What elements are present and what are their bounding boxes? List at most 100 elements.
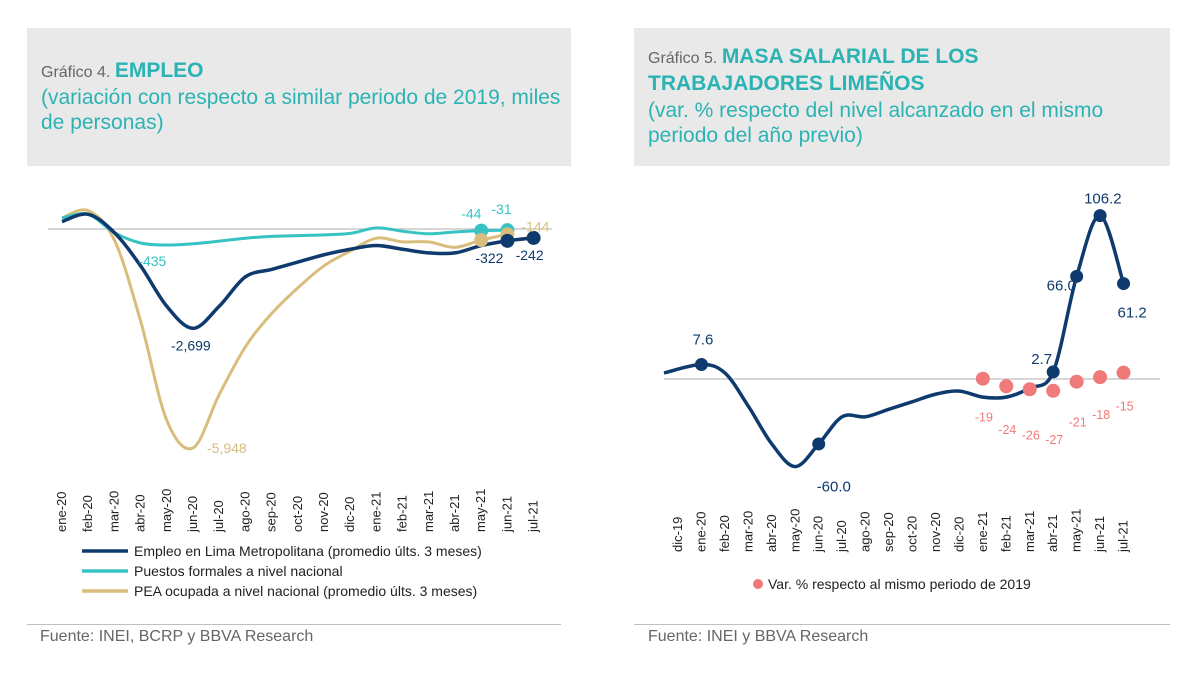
empleo-xtick-dic-20: dic-20 [342,497,357,532]
chart-left-subtitle: (variación con respecto a similar period… [41,86,561,134]
masa-label-3: 66.0 [1047,277,1076,294]
masa-label-9: -27 [1045,433,1063,447]
empleo-legend-label-0: Empleo en Lima Metropolitana (promedio ú… [134,543,482,559]
masa-label-12: -15 [1116,400,1134,414]
empleo-label-4: -31 [491,201,511,217]
source-divider-right [634,624,1170,625]
masa-xtick-sep-20: sep-20 [881,512,896,552]
masa-legend-swatch [753,579,763,589]
masa-xtick-ene-21: ene-21 [975,512,990,552]
source-divider-left [27,624,561,625]
empleo-xtick-jun-21: jun-21 [499,496,514,533]
masa-xtick-nov-20: nov-20 [928,512,943,552]
chart-left-title: EMPLEO [114,59,204,82]
masa-xtick-mar-20: mar-20 [740,511,755,552]
chart-right-header: Gráfico 5. MASA SALARIAL DE LOS TRABAJAD… [634,28,1170,166]
masa-marker-abr-21 [1046,365,1060,379]
masa-xtick-ene-20: ene-20 [693,512,708,552]
masa-xtick-may-20: may-20 [787,509,802,552]
empleo-xtick-ene-21: ene-21 [368,492,383,532]
masa-label-11: -18 [1092,408,1110,422]
masa-legend-label: Var. % respecto al mismo periodo de 2019 [768,576,1031,592]
masa-xtick-jun-21: jun-21 [1092,516,1107,553]
empleo-xtick-mar-20: mar-20 [106,491,121,532]
masa-2019-dot-may-21 [1069,374,1084,389]
chart-right-prefix: Gráfico 5. [648,50,718,67]
masa-label-8: -26 [1022,428,1040,442]
empleo-xtick-sep-20: sep-20 [264,492,279,532]
masa-2019-dot-jul-21 [1116,365,1131,380]
empleo-label-0: -435 [138,253,166,269]
empleo-xtick-feb-21: feb-21 [395,495,410,532]
empleo-label-5: -144 [521,218,549,234]
masa-marker-jul-21 [1117,277,1131,291]
empleo-xtick-feb-20: feb-20 [80,495,95,532]
masa-2019-dot-feb-21 [999,379,1014,394]
masa-2019-dot-ene-21 [975,371,990,386]
empleo-label-3: -44 [461,206,481,222]
masa-xtick-abr-21: abr-21 [1045,514,1060,552]
masa-label-4: 106.2 [1084,191,1122,208]
masa-2019-dot-jun-21 [1093,370,1108,385]
chart-empleo: ene-20 feb-20 mar-20 abr-20 may-20 jun-20 jul-… [48,201,552,599]
empleo-xtick-jul-21: jul-21 [526,500,541,533]
empleo-xtick-jul-20: jul-20 [211,500,226,533]
empleo-pea-may21-marker [474,233,489,248]
masa-line [663,213,1126,469]
masa-marker-ene-20 [694,358,708,372]
empleo-line-pea [61,208,508,451]
empleo-label-6: -322 [475,250,503,266]
masa-label-2: 2.7 [1031,351,1052,368]
masa-label-1: -60.0 [817,479,851,496]
empleo-legend-label-1: Puestos formales a nivel nacional [134,563,343,579]
empleo-xtick-abr-21: abr-21 [447,494,462,532]
masa-xtick-mar-21: mar-21 [1022,511,1037,552]
masa-xtick-jul-21: jul-21 [1116,520,1131,553]
empleo-label-7: -242 [516,247,544,263]
masa-marker-jun-20 [812,437,826,451]
masa-2019-dot-mar-21 [1022,382,1037,397]
masa-marker-jun-21 [1093,209,1107,223]
masa-label-7: -24 [998,423,1016,437]
masa-xtick-dic-19: dic-19 [670,517,685,552]
masa-xtick-jun-20: jun-20 [811,516,826,553]
empleo-xtick-oct-20: oct-20 [290,496,305,532]
empleo-line-lima [61,212,534,331]
chart-right-title-line2: TRABAJADORES LIMEÑOS [648,72,925,95]
chart-right-title-line1: MASA SALARIAL DE LOS [721,45,979,68]
masa-marker-may-21 [1070,269,1084,283]
masa-xtick-oct-20: oct-20 [905,516,920,552]
chart-masa-salarial: dic-19 ene-20 feb-20 mar-20 abr-20 may-20 jun-… [663,191,1160,592]
empleo-line-formales [61,212,508,247]
empleo-xtick-may-21: may-21 [473,489,488,532]
masa-xtick-may-21: may-21 [1069,509,1084,552]
empleo-xtick-nov-20: nov-20 [316,492,331,532]
chart-right-subtitle: (var. % respecto del nivel alcanzado en … [648,99,1104,147]
source-left: Fuente: INEI, BCRP y BBVA Research [40,628,314,645]
masa-label-5: 61.2 [1118,305,1147,322]
masa-2019-dot-abr-21 [1046,383,1061,398]
empleo-legend-label-2: PEA ocupada a nivel nacional (promedio ú… [134,583,477,599]
masa-label-10: -21 [1069,416,1087,430]
masa-xtick-ago-20: ago-20 [858,512,873,552]
chart-left-prefix: Gráfico 4. [41,64,111,81]
empleo-xtick-may-20: may-20 [159,489,174,532]
chart-left-header: Gráfico 4. EMPLEO (variación con respect… [27,28,571,166]
masa-xtick-feb-20: feb-20 [717,515,732,552]
empleo-xtick-mar-21: mar-21 [421,491,436,532]
empleo-lima-jul21-marker [526,230,541,245]
empleo-lima-jun21-marker [500,233,515,248]
masa-xtick-dic-20: dic-20 [951,517,966,552]
empleo-label-1: -2,699 [171,337,211,353]
empleo-xtick-ene-20: ene-20 [54,492,69,532]
empleo-xtick-ago-20: ago-20 [237,492,252,532]
masa-label-6: -19 [975,411,993,425]
empleo-xtick-jun-20: jun-20 [185,496,200,533]
masa-label-0: 7.6 [692,332,713,349]
masa-xtick-jul-20: jul-20 [834,520,849,553]
empleo-xtick-abr-20: abr-20 [133,494,148,532]
masa-xtick-feb-21: feb-21 [998,515,1013,552]
source-right: Fuente: INEI y BBVA Research [648,628,869,645]
masa-xtick-abr-20: abr-20 [764,514,779,552]
